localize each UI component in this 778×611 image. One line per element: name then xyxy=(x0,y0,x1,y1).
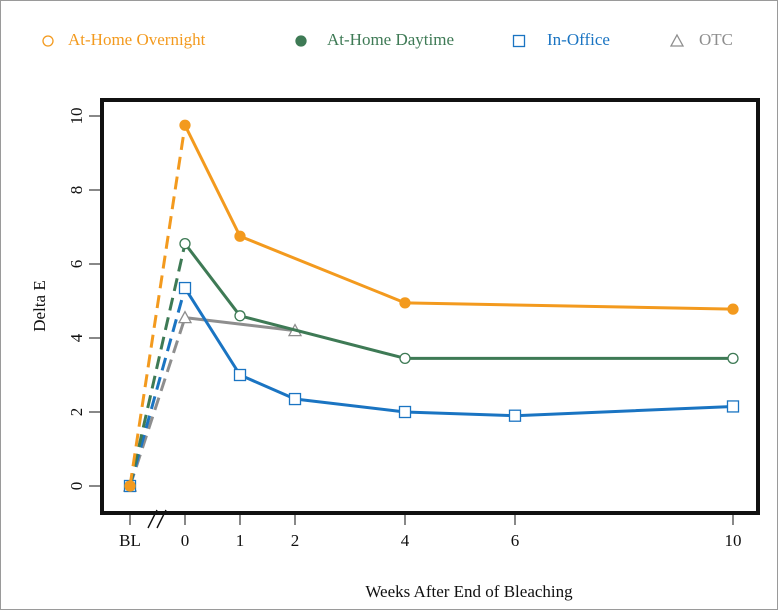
y-tick-label: 6 xyxy=(67,260,86,269)
x-tick-label: 4 xyxy=(401,531,410,550)
legend-label: At-Home Daytime xyxy=(327,30,454,49)
legend-item: OTC xyxy=(669,30,733,49)
data-point xyxy=(398,405,412,419)
legend-item: At-Home Overnight xyxy=(42,30,206,49)
series-at-home-overnight xyxy=(124,119,739,492)
data-point xyxy=(234,310,246,322)
y-tick-label: 8 xyxy=(67,186,86,195)
data-point xyxy=(179,119,191,131)
legend-marker xyxy=(512,34,526,48)
legend-label: At-Home Overnight xyxy=(68,30,206,49)
x-tick-label: 0 xyxy=(181,531,190,550)
legend-label: In-Office xyxy=(547,30,610,49)
legend-item: In-Office xyxy=(512,30,610,49)
axis-break-mark xyxy=(147,509,167,529)
series-line xyxy=(183,287,734,418)
legend-marker xyxy=(669,33,685,47)
data-point xyxy=(177,310,193,324)
legend-label: OTC xyxy=(699,30,733,49)
x-tick-label: 1 xyxy=(236,531,245,550)
x-axis: BL 0 1 2 4 6 10 xyxy=(119,509,742,550)
y-axis-label: Delta E xyxy=(30,280,49,331)
data-point xyxy=(726,400,740,413)
legend: At-Home Overnight At-Home Daytime In-Offic… xyxy=(42,30,733,49)
x-axis-label: Weeks After End of Bleaching xyxy=(365,582,573,601)
y-axis: 0 2 4 6 8 10 xyxy=(67,108,102,491)
y-tick-label: 10 xyxy=(67,108,86,125)
data-point xyxy=(178,281,192,295)
plot-frame xyxy=(100,98,760,515)
series-dashed-segment xyxy=(128,287,187,487)
data-point xyxy=(233,368,247,382)
data-point xyxy=(399,352,411,365)
data-point xyxy=(727,352,739,365)
legend-marker xyxy=(295,35,307,47)
data-point xyxy=(399,297,411,309)
series-layer xyxy=(122,119,740,493)
series-in-office xyxy=(123,281,740,493)
legend-marker xyxy=(42,35,54,47)
series-dashed-segment xyxy=(128,243,187,487)
y-tick-label: 2 xyxy=(67,408,86,417)
data-point xyxy=(727,303,739,315)
series-at-home-daytime xyxy=(124,237,739,492)
x-tick-label: 6 xyxy=(511,531,520,550)
y-tick-label: 4 xyxy=(67,333,86,342)
x-tick-label: 2 xyxy=(291,531,300,550)
series-line xyxy=(183,242,733,360)
series-line xyxy=(183,124,734,311)
data-point xyxy=(124,480,136,492)
data-point xyxy=(288,392,302,406)
data-point xyxy=(508,409,522,422)
y-tick-label: 0 xyxy=(67,482,86,491)
series-dashed-segment xyxy=(128,125,187,487)
data-point xyxy=(234,230,246,242)
x-tick-label: BL xyxy=(119,531,141,550)
x-tick-label: 10 xyxy=(725,531,742,550)
legend-item: At-Home Daytime xyxy=(295,30,454,49)
data-point xyxy=(179,237,191,250)
